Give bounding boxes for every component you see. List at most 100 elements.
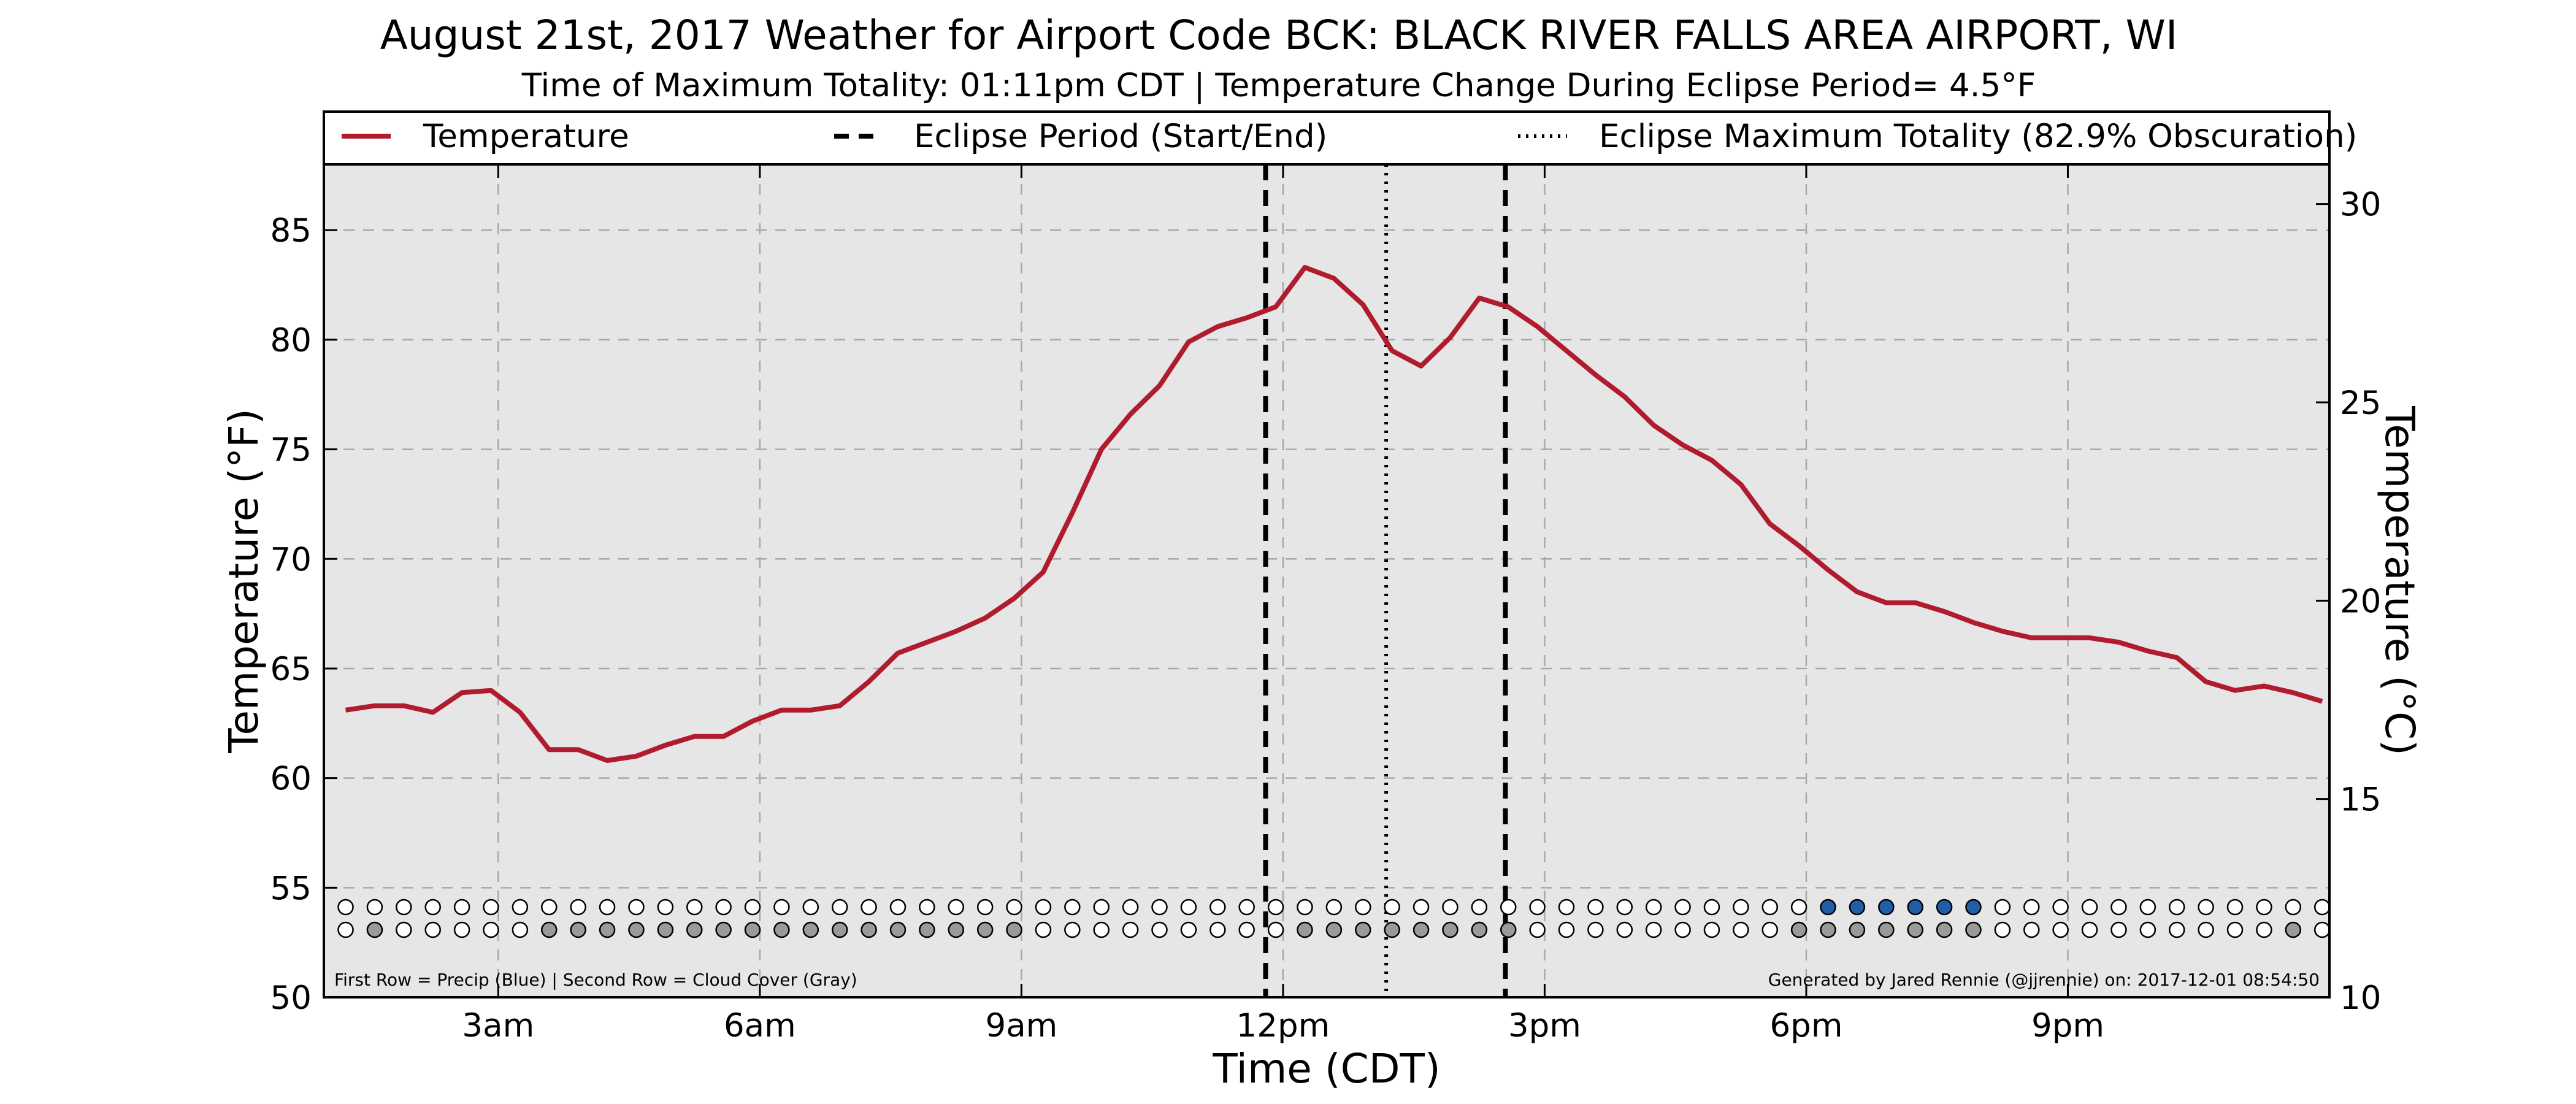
- cloud-dot-on: [976, 921, 994, 938]
- cloud-dot-on: [1442, 921, 1459, 938]
- precip-dot: [1558, 899, 1575, 916]
- y-axis-ticks: 50 55 60 65 70 75 80 85: [270, 212, 337, 1017]
- cloud-dot: [2198, 921, 2214, 938]
- cloud-dot: [2313, 921, 2331, 938]
- precip-dot: [1703, 899, 1720, 916]
- precip-dot: [889, 899, 907, 916]
- precip-dot: [2023, 899, 2040, 916]
- cloud-dot: [2110, 921, 2127, 938]
- eclipse-markers: [1263, 164, 1508, 997]
- footnote-left: First Row = Precip (Blue) | Second Row =…: [334, 970, 857, 990]
- x-tick-label: 3pm: [1508, 1007, 1581, 1045]
- precip-dot: [773, 899, 790, 916]
- precip-cloud-rows: [337, 899, 2331, 938]
- cloud-dot-on: [773, 921, 790, 938]
- precip-dot: [1006, 899, 1022, 916]
- y2-axis-label: Temperature (°C): [2376, 405, 2423, 756]
- cloud-dot: [1587, 921, 1604, 938]
- y-tick-label: 65: [270, 651, 312, 688]
- precip-dot: [2198, 899, 2214, 916]
- precip-dot: [1790, 899, 1807, 916]
- precip-dot: [483, 899, 499, 916]
- precip-dot: [948, 899, 965, 916]
- cloud-dot-on: [1325, 921, 1343, 938]
- cloud-dot-on: [1006, 921, 1022, 938]
- precip-dot: [2285, 899, 2302, 916]
- cloud-dot: [1645, 921, 1662, 938]
- precip-dot: [628, 899, 645, 916]
- y2-tick-label: 30: [2340, 186, 2381, 224]
- x-tick-label: 6pm: [1769, 1007, 1842, 1045]
- cloud-dot-on: [599, 921, 616, 938]
- cloud-dot-on: [686, 921, 703, 938]
- precip-dot: [1325, 899, 1343, 916]
- cloud-dot-on: [1790, 921, 1807, 938]
- precip-dot: [1209, 899, 1226, 916]
- cloud-dot: [2256, 921, 2272, 938]
- precip-dot: [976, 899, 994, 916]
- precip-dot: [2052, 899, 2069, 916]
- legend: Temperature Eclipse Period (Start/End) E…: [323, 110, 2357, 166]
- precip-dot: [396, 899, 412, 916]
- y2-tick-label: 10: [2340, 979, 2381, 1017]
- precip-dot: [1529, 899, 1546, 916]
- precip-dot: [1180, 899, 1197, 916]
- precip-dot: [1122, 899, 1139, 916]
- cloud-dot-on: [1297, 921, 1313, 938]
- precip-dot: [1064, 899, 1081, 916]
- precip-dot: [570, 899, 586, 916]
- cloud-dot: [2168, 921, 2185, 938]
- cloud-dot-on: [889, 921, 907, 938]
- precip-dot: [1267, 899, 1284, 916]
- precip-dot: [2139, 899, 2156, 916]
- precip-dot: [337, 899, 354, 916]
- precip-dot: [1733, 899, 1749, 916]
- cloud-dot-on: [2285, 921, 2302, 938]
- precip-dot: [802, 899, 819, 916]
- cloud-dot: [1994, 921, 2011, 938]
- cloud-dot: [1238, 921, 1255, 938]
- cloud-dot: [2081, 921, 2098, 938]
- precip-dot: [861, 899, 877, 916]
- y-tick-label: 55: [270, 870, 312, 907]
- precip-dot: [1674, 899, 1691, 916]
- x-tick-label: 6am: [724, 1007, 796, 1045]
- precip-dot-on: [1936, 899, 1953, 916]
- cloud-dot-on: [1500, 921, 1517, 938]
- cloud-dot: [1064, 921, 1081, 938]
- cloud-dot: [1761, 921, 1779, 938]
- cloud-dot-on: [831, 921, 848, 938]
- cloud-dot-on: [628, 921, 645, 938]
- temperature-series-line: [345, 265, 2323, 763]
- footnote-right: Generated by Jared Rennie (@jjrennie) on…: [1768, 970, 2320, 990]
- precip-dot: [599, 899, 616, 916]
- precip-dot: [2110, 899, 2127, 916]
- cloud-dot: [2052, 921, 2069, 938]
- precip-dot: [1297, 899, 1313, 916]
- chart-subtitle: Time of Maximum Totality: 01:11pm CDT | …: [521, 67, 2036, 104]
- cloud-dot: [424, 921, 441, 938]
- x-tick-label: 3am: [462, 1007, 534, 1045]
- x-axis-label: Time (CDT): [1212, 1045, 1440, 1092]
- x-axis-ticks: 3am 6am 9am 12pm 3pm 6pm 9pm: [462, 164, 2104, 1045]
- y-tick-label: 70: [270, 541, 312, 578]
- precip-dot: [1413, 899, 1430, 916]
- y2-tick-label: 15: [2340, 781, 2381, 819]
- precip-dot: [1616, 899, 1633, 916]
- cloud-dot-on: [541, 921, 558, 938]
- legend-eclipse-max-label: Eclipse Maximum Totality (82.9% Obscurat…: [1599, 118, 2357, 155]
- cloud-dot-on: [1820, 921, 1836, 938]
- x-tick-label: 9am: [985, 1007, 1057, 1045]
- cloud-dot-on: [919, 921, 935, 938]
- precip-dot: [541, 899, 558, 916]
- precip-dot: [1645, 899, 1662, 916]
- precip-dot: [366, 899, 383, 916]
- y-tick-label: 50: [270, 979, 312, 1017]
- cloud-dot-on: [861, 921, 877, 938]
- cloud-dot-on: [1965, 921, 1982, 938]
- cloud-dot: [1209, 921, 1226, 938]
- precip-dot: [453, 899, 470, 916]
- legend-temperature-label: Temperature: [423, 118, 629, 155]
- precip-dot-on: [1820, 899, 1836, 916]
- precip-dot: [657, 899, 674, 916]
